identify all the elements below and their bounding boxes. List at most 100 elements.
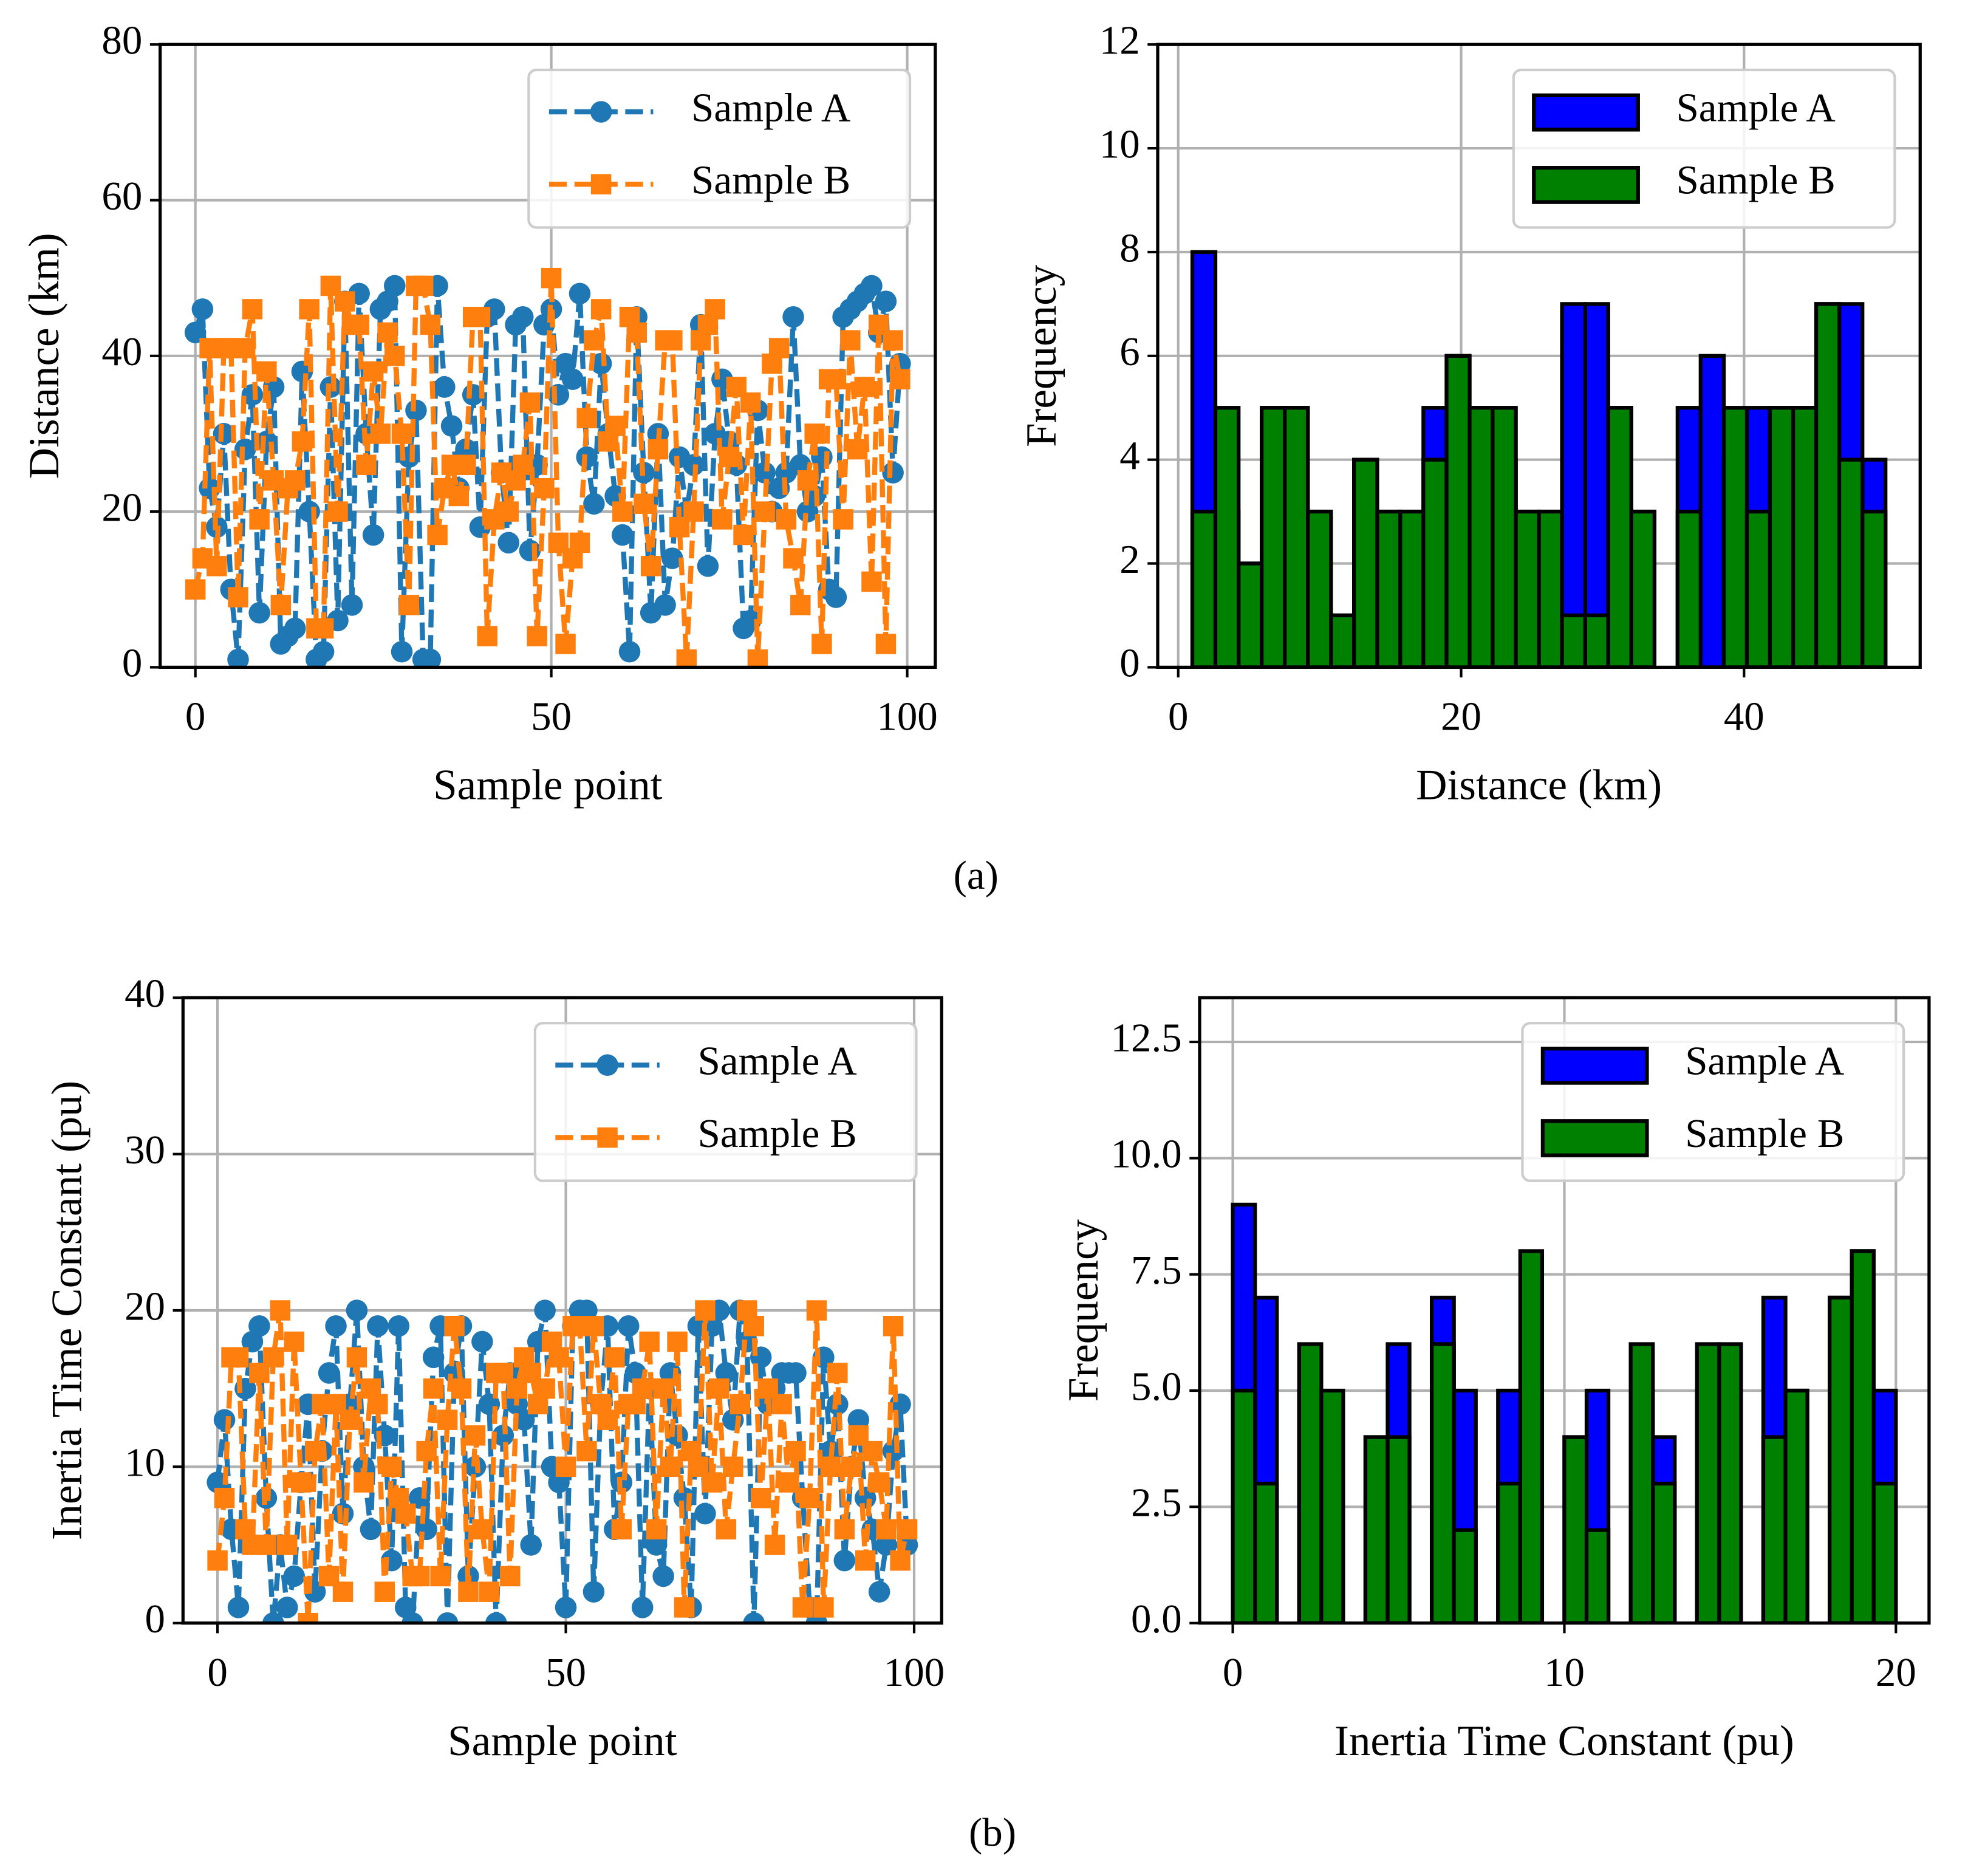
marker: [654, 594, 676, 616]
marker: [612, 524, 634, 546]
marker: [415, 1518, 437, 1541]
hist-bar: [1421, 457, 1449, 668]
marker: [640, 556, 661, 577]
marker: [590, 299, 612, 320]
data-layer: [1190, 250, 1888, 668]
hist-bar: [1385, 1435, 1412, 1623]
x-axis-label: Distance (km): [1416, 762, 1662, 809]
caption: (b): [969, 1810, 1016, 1855]
hist-bar: [1306, 509, 1333, 668]
marker: [384, 346, 405, 366]
legend-box: [527, 68, 912, 229]
y-tick-label: 12.5: [1111, 1015, 1182, 1060]
y-tick-label: 4: [1119, 433, 1139, 478]
hist-bar: [1744, 509, 1772, 668]
caption: (a): [954, 853, 999, 898]
hist-bar: [1398, 509, 1426, 668]
marker: [561, 368, 584, 391]
marker: [750, 1488, 771, 1508]
marker: [370, 423, 391, 444]
marker: [367, 1315, 389, 1337]
legend-label: Sample A: [698, 1039, 857, 1084]
hist-bar: [1297, 1342, 1324, 1623]
marker: [715, 1362, 737, 1384]
marker: [541, 267, 562, 289]
legend: Sample A Sample B: [533, 1022, 918, 1182]
hist-bar: [1651, 1481, 1677, 1623]
marker: [583, 1315, 604, 1337]
marker: [652, 1565, 674, 1587]
marker: [882, 1440, 904, 1462]
x-tick-label: 0: [207, 1650, 227, 1695]
hist-bar: [1237, 561, 1264, 668]
hist-bar: [1837, 457, 1865, 668]
marker: [354, 1472, 374, 1493]
marker: [492, 1425, 514, 1446]
y-tick-label: 7.5: [1131, 1248, 1182, 1293]
marker: [634, 493, 654, 515]
legend-marker: [597, 1127, 618, 1148]
marker: [241, 384, 264, 406]
marker: [234, 438, 256, 460]
marker: [332, 1581, 354, 1602]
hist-bar: [1871, 1481, 1898, 1623]
marker: [423, 1378, 444, 1399]
marker: [611, 1519, 632, 1540]
marker: [719, 447, 740, 468]
marker: [576, 408, 597, 429]
marker: [520, 1534, 542, 1556]
y-tick-label: 20: [101, 485, 142, 530]
marker: [448, 485, 469, 507]
marker: [771, 1394, 792, 1415]
marker: [249, 509, 270, 530]
chart: 0 2 4 6 8 10 12 0 20 40 Distance (km) Frequency Samp…: [1018, 18, 1922, 809]
marker: [861, 275, 883, 297]
marker: [374, 1581, 395, 1602]
marker: [422, 1346, 445, 1368]
marker: [430, 1566, 451, 1587]
marker: [228, 1347, 249, 1368]
marker: [797, 470, 818, 491]
marker: [227, 648, 249, 668]
hist-bar: [1352, 457, 1379, 668]
marker: [472, 1519, 493, 1540]
hist-bar: [1628, 1342, 1655, 1623]
marker: [363, 361, 384, 382]
marker: [456, 454, 476, 475]
hist-bar: [1560, 302, 1587, 668]
y-tick-label: 30: [125, 1128, 165, 1172]
marker: [661, 547, 683, 569]
legend-patch: [1532, 93, 1640, 132]
hist-bar: [1583, 613, 1610, 668]
marker: [498, 501, 519, 522]
marker: [825, 586, 847, 608]
hist-bar: [1828, 1295, 1854, 1623]
legend-label: Sample A: [1676, 85, 1836, 130]
marker: [527, 626, 547, 646]
legend-patch: [1540, 1046, 1649, 1085]
marker: [694, 1502, 716, 1525]
y-tick-label: 2: [1119, 537, 1139, 582]
axes-frame: [1198, 996, 1931, 1625]
marker: [806, 1300, 827, 1321]
marker: [227, 1597, 250, 1618]
marker: [277, 1535, 298, 1555]
marker: [207, 1550, 228, 1571]
marker: [597, 1409, 618, 1430]
marker: [667, 1331, 688, 1352]
marker: [673, 1487, 695, 1509]
marker: [875, 1534, 897, 1556]
hist-bar: [1675, 509, 1703, 668]
marker: [349, 314, 369, 335]
marker: [398, 595, 419, 615]
hist-bar: [1375, 509, 1402, 668]
marker: [626, 322, 647, 343]
legend-box: [533, 1022, 918, 1182]
marker: [276, 1597, 298, 1618]
hist-bar: [1467, 406, 1495, 668]
hist-bar: [1717, 1342, 1743, 1623]
marker: [312, 640, 335, 663]
marker: [618, 640, 641, 663]
marker: [381, 1456, 402, 1477]
hist-bar: [1695, 1342, 1721, 1623]
